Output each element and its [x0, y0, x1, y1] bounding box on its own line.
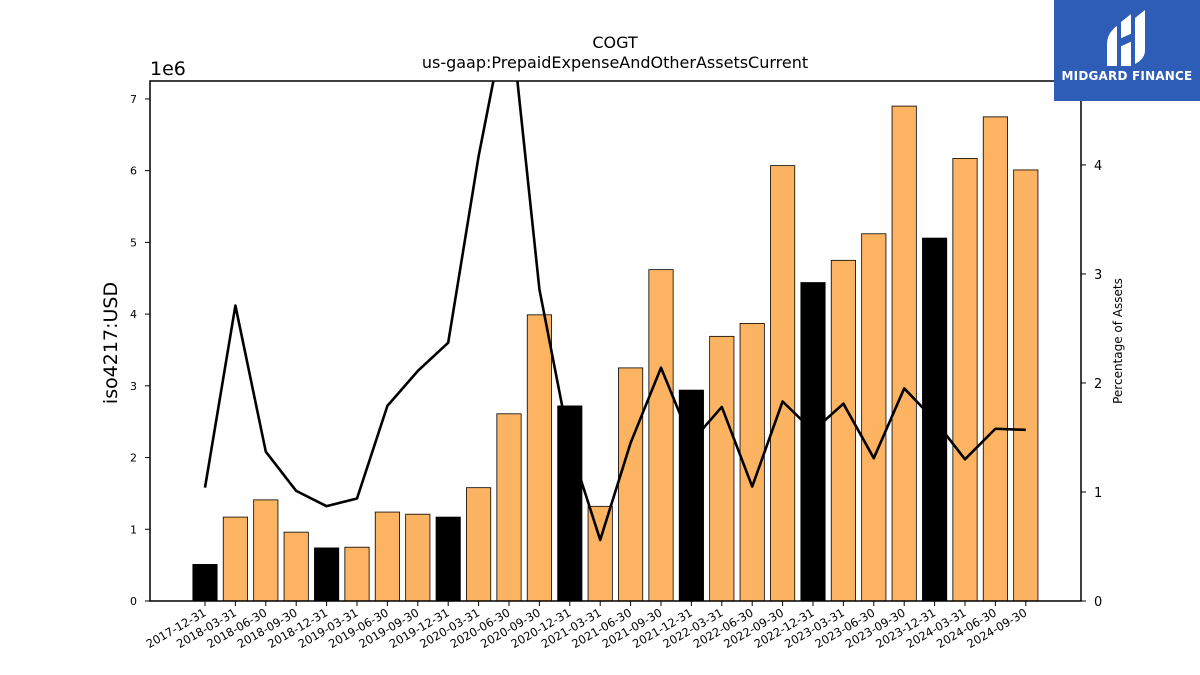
- y-tick-label: 3: [130, 380, 137, 393]
- bar-2018-03-31: [222, 516, 248, 602]
- bar-2020-09-30: [526, 314, 552, 602]
- y2-axis-label: Percentage of Assets: [1111, 278, 1125, 404]
- bar-2017-12-31: [192, 564, 218, 602]
- bar-2019-12-31: [435, 516, 461, 602]
- bar-2022-12-31: [800, 282, 826, 602]
- y-tick-label: 2: [130, 452, 137, 465]
- bar-2021-09-30: [648, 269, 674, 602]
- bar-2020-12-31: [557, 405, 583, 602]
- bar-2020-06-30: [496, 413, 522, 602]
- chart-title: COGT: [592, 33, 638, 52]
- brand-logo: MIDGARD FINANCE: [1054, 0, 1200, 101]
- y2-tick-label: 1: [1094, 486, 1102, 501]
- y-tick-label: 6: [130, 165, 137, 178]
- bar-2018-09-30: [283, 531, 309, 602]
- y-axis-label: iso4217:USD: [100, 282, 122, 404]
- y2-tick-label: 4: [1094, 159, 1102, 174]
- bar-2018-06-30: [253, 499, 279, 602]
- y-tick-label: 5: [130, 236, 137, 249]
- line-group: [203, 81, 1026, 542]
- chart-subtitle: us-gaap:PrepaidExpenseAndOtherAssetsCurr…: [422, 53, 808, 72]
- bar-2019-06-30: [374, 511, 400, 602]
- percentage-line: [203, 81, 1026, 542]
- y-offset-label: 1e6: [150, 58, 186, 80]
- bar-2022-09-30: [770, 165, 796, 602]
- bar-2024-06-30: [982, 116, 1008, 602]
- bar-2023-09-30: [891, 105, 917, 602]
- y2-tick-label: 0: [1094, 595, 1102, 610]
- bars-group: [192, 105, 1039, 602]
- y-tick-label: 1: [130, 523, 137, 536]
- y2-tick-label: 2: [1094, 377, 1102, 392]
- bar-2023-03-31: [830, 259, 856, 602]
- logo-text: MIDGARD FINANCE: [1061, 69, 1193, 83]
- bar-2023-06-30: [861, 233, 887, 602]
- bar-2021-03-31: [587, 505, 613, 602]
- bar-2020-03-31: [466, 487, 492, 602]
- logo-mark-icon: [1107, 10, 1145, 66]
- y-tick-label: 4: [130, 308, 137, 321]
- bar-2024-03-31: [952, 158, 978, 602]
- y-tick-label: 0: [130, 595, 137, 608]
- bar-2018-12-31: [314, 547, 340, 602]
- bar-2019-03-31: [344, 546, 370, 602]
- bar-2019-09-30: [405, 513, 431, 602]
- bar-2024-09-30: [1013, 169, 1039, 602]
- y2-tick-label: 3: [1094, 268, 1102, 283]
- y-tick-label: 7: [130, 93, 137, 106]
- plot-frame: [149, 80, 1082, 602]
- bar-2022-03-31: [709, 335, 735, 602]
- bar-2021-06-30: [618, 367, 644, 602]
